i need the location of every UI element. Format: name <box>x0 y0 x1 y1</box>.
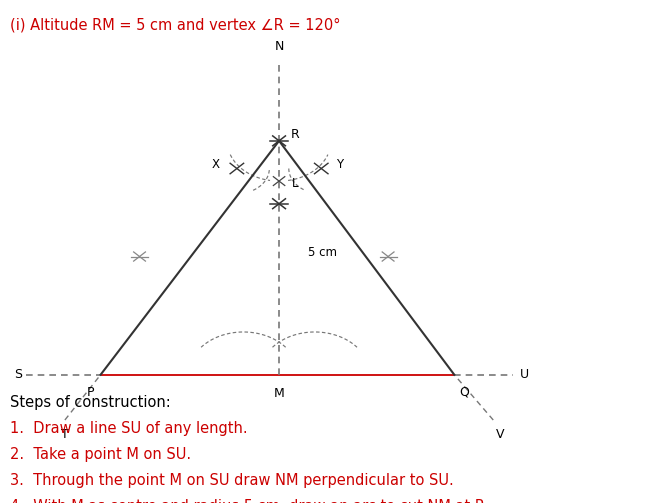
Text: 2.  Take a point M on SU.: 2. Take a point M on SU. <box>10 447 191 462</box>
Text: V: V <box>495 428 504 441</box>
Text: Y: Y <box>336 158 343 171</box>
Text: U: U <box>520 368 529 381</box>
Text: N: N <box>275 40 284 53</box>
Text: X: X <box>212 158 220 171</box>
Text: S: S <box>14 368 22 381</box>
Text: M: M <box>274 387 284 400</box>
Text: Steps of construction:: Steps of construction: <box>10 395 171 410</box>
Text: R: R <box>291 128 300 141</box>
Text: T: T <box>61 428 69 441</box>
Text: 1.  Draw a line SU of any length.: 1. Draw a line SU of any length. <box>10 421 247 436</box>
Text: Q: Q <box>459 386 469 399</box>
Text: 3.  Through the point M on SU draw NM perpendicular to SU.: 3. Through the point M on SU draw NM per… <box>10 473 454 488</box>
Text: P: P <box>87 386 95 399</box>
Text: (i) Altitude RM = 5 cm and vertex ∠R = 120°: (i) Altitude RM = 5 cm and vertex ∠R = 1… <box>10 18 340 33</box>
Text: 4.  With M as centre and radius 5 cm, draw an arc to cut NM at R.: 4. With M as centre and radius 5 cm, dra… <box>10 499 489 503</box>
Text: L: L <box>291 177 298 190</box>
Text: 5 cm: 5 cm <box>308 246 337 259</box>
